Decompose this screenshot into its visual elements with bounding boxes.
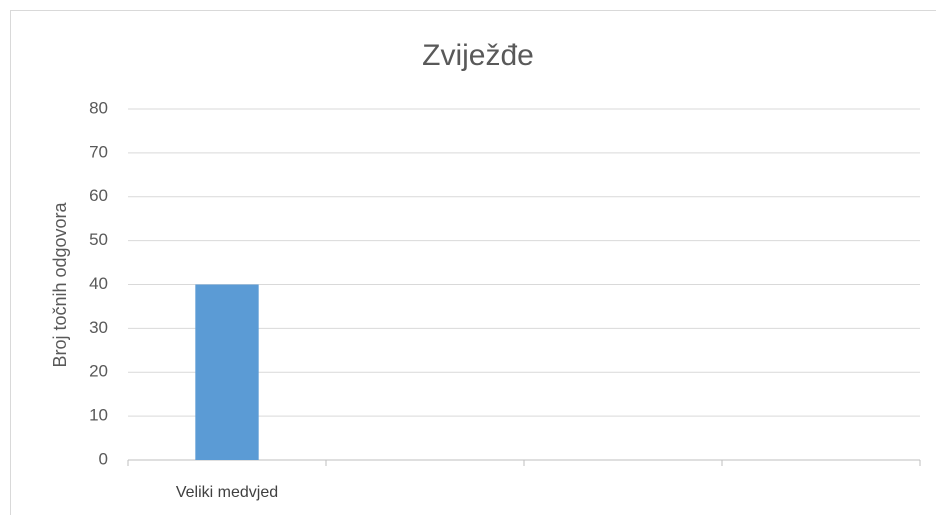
- y-tick-label: 30: [89, 318, 108, 337]
- y-tick-label: 40: [89, 274, 108, 293]
- y-tick-label: 0: [99, 449, 108, 468]
- y-tick-label: 80: [89, 98, 108, 117]
- y-tick-label: 50: [89, 230, 108, 249]
- y-axis-title: Broj točnih odgovora: [50, 201, 70, 367]
- bar: [195, 284, 259, 460]
- chart-border: [10, 10, 936, 515]
- y-tick-label: 10: [89, 406, 108, 425]
- y-tick-label: 70: [89, 142, 108, 161]
- x-tick-label: Veliki medvjed: [176, 484, 278, 501]
- y-tick-label: 20: [89, 362, 108, 381]
- chart-title: Zviježđe: [422, 39, 534, 72]
- y-tick-label: 60: [89, 186, 108, 205]
